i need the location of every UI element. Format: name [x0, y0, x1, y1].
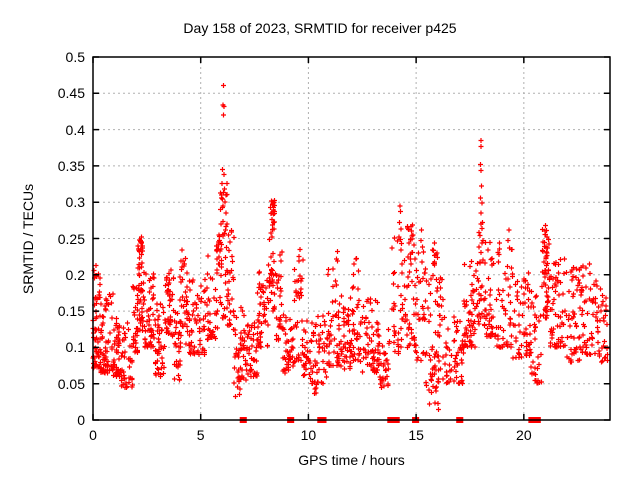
data-layer [90, 83, 610, 423]
y-tick-label: 0.05 [57, 375, 85, 392]
y-tick-label: 0.2 [65, 266, 85, 283]
gridlines [93, 57, 610, 420]
tick-marks [92, 56, 610, 421]
y-tick-label: 0.45 [57, 85, 85, 102]
x-tick-label: 10 [300, 427, 317, 443]
y-tick-label: 0 [77, 412, 85, 428]
y-tick-label: 0.3 [65, 194, 85, 211]
x-axis-label: GPS time / hours [298, 452, 405, 468]
x-tick-label: 20 [516, 427, 532, 443]
y-tick-label: 0.35 [57, 157, 85, 174]
grid-layer [93, 57, 610, 420]
scatter-points [90, 83, 610, 412]
y-tick-label: 0.5 [65, 49, 85, 65]
axes-layer [92, 56, 611, 421]
x-tick-label: 15 [408, 427, 424, 443]
y-tick-label: 0.25 [57, 230, 85, 247]
x-tick-label: 5 [196, 427, 205, 443]
y-tick-label: 0.4 [65, 121, 85, 138]
plot-border [92, 56, 611, 421]
y-tick-label: 0.15 [57, 303, 85, 320]
x-tick-label: 0 [89, 427, 97, 443]
chart-title: Day 158 of 2023, SRMTID for receiver p42… [183, 20, 457, 36]
y-tick-label: 0.1 [65, 339, 85, 356]
